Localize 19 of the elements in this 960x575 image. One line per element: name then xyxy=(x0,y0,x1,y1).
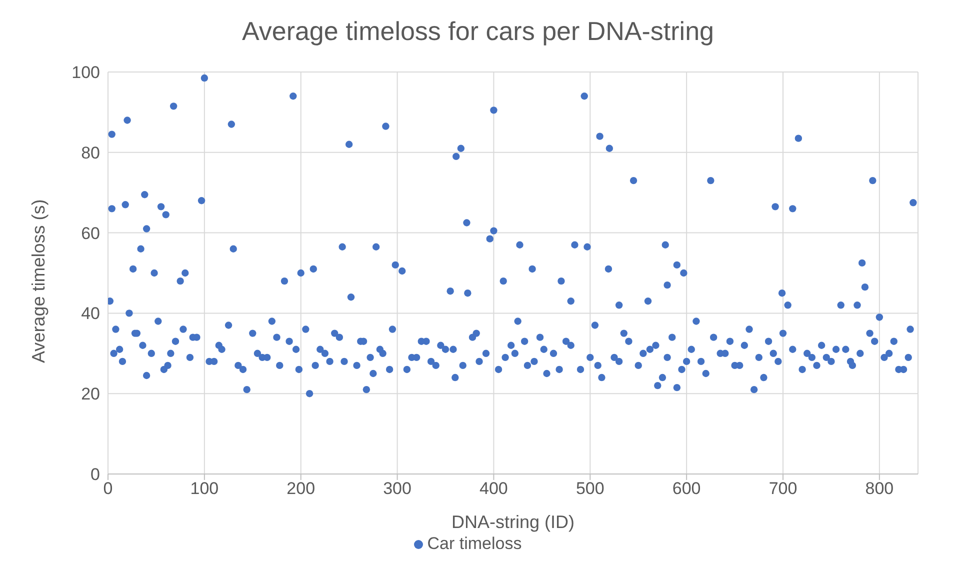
y-tick-label: 60 xyxy=(81,224,100,243)
y-tick-label: 40 xyxy=(81,304,100,324)
x-tick-label: 300 xyxy=(383,479,412,498)
chart-title: Average timeloss for cars per DNA-string xyxy=(240,15,715,48)
x-tick-label: 600 xyxy=(672,479,701,498)
x-tick-label: 700 xyxy=(768,479,798,498)
y-tick-label: 20 xyxy=(81,384,100,404)
y-axis-title: Average timeloss (s) xyxy=(28,199,48,363)
x-tick-label: 500 xyxy=(576,479,604,498)
x-axis-title: DNA-string (ID) xyxy=(451,512,575,532)
legend-label: Car timeloss xyxy=(427,534,522,553)
y-tick-label: 80 xyxy=(81,143,100,162)
y-tick-label: 100 xyxy=(72,63,100,82)
x-tick-label: 0 xyxy=(103,479,113,498)
x-tick-label: 800 xyxy=(865,479,894,498)
y-tick-label: 0 xyxy=(90,465,100,484)
x-tick-label: 400 xyxy=(480,479,508,498)
x-tick-label: 100 xyxy=(190,479,219,498)
x-tick-label: 200 xyxy=(286,479,316,498)
